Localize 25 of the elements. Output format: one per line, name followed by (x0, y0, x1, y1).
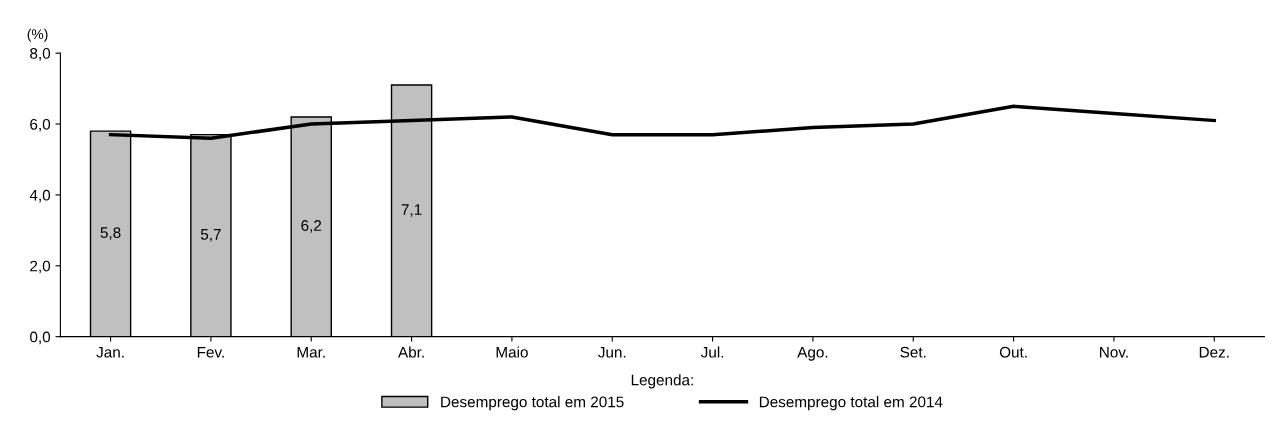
y-tick-label: 6,0 (30, 118, 51, 132)
x-tick-label: Out. (999, 346, 1027, 358)
x-tick-label: Jan. (96, 346, 124, 358)
data-label: 7,1 (401, 204, 422, 217)
x-tick-label: Abr. (398, 346, 424, 358)
legend-title: Legenda: (631, 374, 693, 389)
legend-label: Desemprego total em 2015 (441, 396, 624, 411)
y-tick-label: 4,0 (29, 189, 51, 203)
x-tick-label: Nov. (1100, 346, 1128, 358)
x-tick-label: Ago. (797, 346, 828, 361)
x-tick-label: Dez. (1199, 346, 1229, 358)
x-tick-label: Jun. (598, 346, 626, 358)
y-tick-label: 0,0 (30, 331, 51, 345)
x-tick-label: Fev. (197, 346, 224, 358)
y-axis-title: (%) (27, 28, 48, 42)
x-tick-label: Set. (900, 346, 926, 358)
y-tick-label: 2,0 (30, 260, 51, 274)
data-label: 6,2 (301, 220, 322, 233)
y-tick-label: 8,0 (30, 48, 51, 61)
x-tick-label: Mar. (297, 346, 325, 358)
x-tick-label: Jul. (700, 346, 724, 358)
data-label: 5,8 (100, 227, 121, 240)
data-label: 5,7 (200, 229, 221, 242)
legend-label: Desemprego total em 2014 (759, 396, 943, 411)
x-tick-label: Maio (496, 346, 528, 358)
